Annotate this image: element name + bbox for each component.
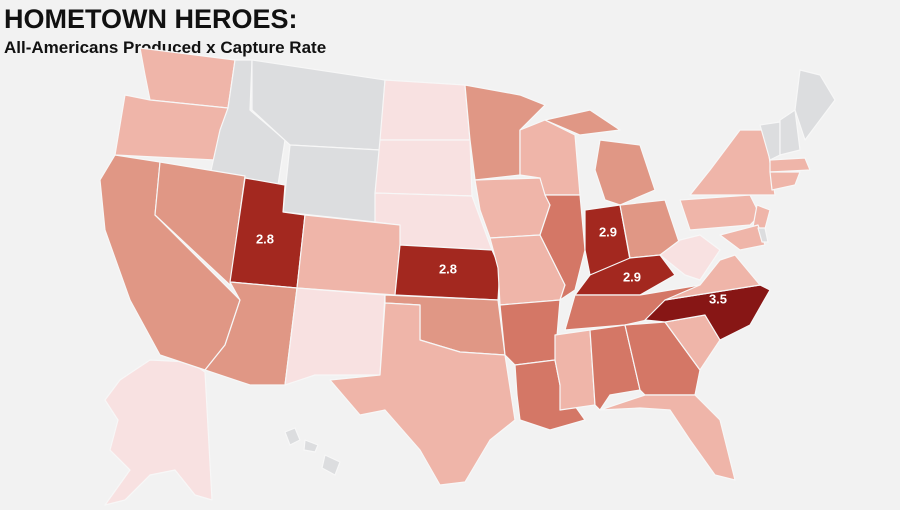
subtitle: All-Americans Produced x Capture Rate [4, 38, 326, 57]
state-value: 3.5 [709, 291, 727, 306]
title: HOMETOWN HEROES: [4, 4, 298, 34]
state-value: 2.9 [623, 269, 641, 284]
state-value: 2.9 [599, 224, 617, 239]
states [99, 47, 836, 506]
state-value: 2.8 [439, 261, 457, 276]
state-value: 2.8 [256, 231, 274, 246]
state-labels: 2.8 2.8 2.9 2.9 3.5 [256, 224, 727, 306]
